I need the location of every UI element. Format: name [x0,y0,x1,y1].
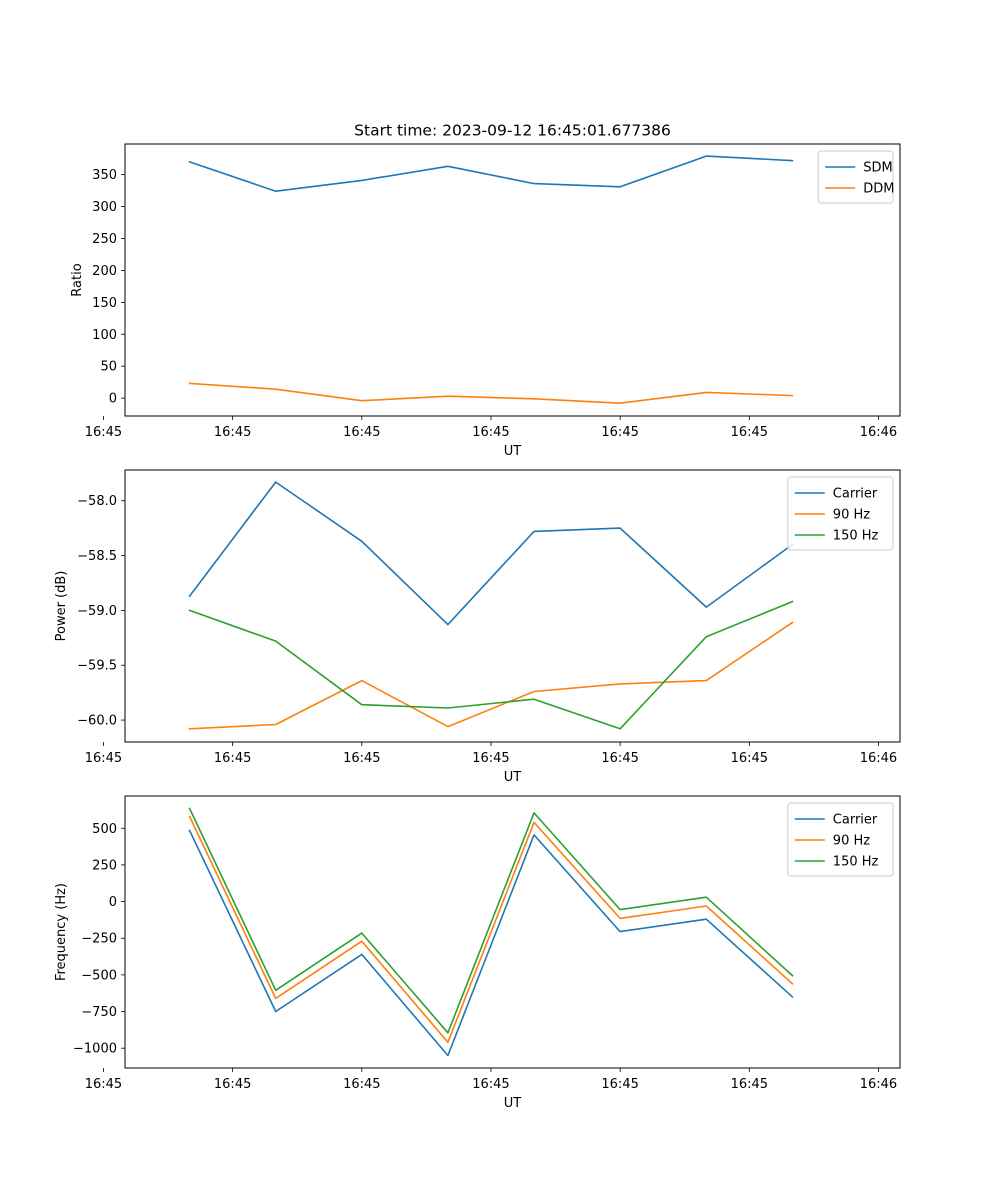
legend-label-90-hz: 90 Hz [833,508,870,523]
series-line-sdm [188,155,794,192]
y-axis-label: Power (dB) [54,571,69,642]
y-tick-label: −250 [81,932,117,947]
axes-frame [124,469,901,743]
legend-box [787,476,894,551]
legend-label-sdm: SDM [863,161,892,176]
y-tick-label: 0 [109,392,117,407]
series-line-carrier [188,481,794,626]
y-tick-label: −58.5 [77,549,117,564]
series-line-carrier [188,829,794,1057]
x-tick-label: 16:45 [731,751,768,766]
x-tick-label: 16:45 [85,425,122,440]
legend-label-ddm: DDM [863,182,894,197]
axes-frame [124,143,901,417]
y-tick-label: 150 [92,296,117,311]
y-tick-label: 250 [92,858,117,873]
y-tick-label: 50 [100,360,117,375]
y-tick-label: −1000 [73,1042,117,1057]
subplot-3: 16:45 16:45 16:45 16:45 16:45 16:45 16:46 −1000… [54,795,901,1111]
y-tick-label: 100 [92,328,117,343]
series-group [188,481,794,730]
y-tick-label: 250 [92,232,117,247]
y-axis-label: Frequency (Hz) [54,883,69,981]
legend-label-150-hz: 150 Hz [833,855,879,870]
x-tick-label: 16:46 [860,751,897,766]
y-tick-label: −60.0 [77,714,117,729]
series-group [188,807,794,1057]
legend: Carrier 90 Hz 150 Hz [787,802,894,877]
legend-box [817,150,894,204]
x-tick-label: 16:46 [860,1077,897,1092]
series-line-90-hz [188,621,794,730]
legend-label-carrier: Carrier [833,813,878,828]
x-tick-label: 16:45 [214,1077,251,1092]
legend-box [787,802,894,877]
x-tick-label: 16:45 [343,751,380,766]
y-tick-label: 350 [92,168,117,183]
x-tick-label: 16:45 [85,751,122,766]
series-line-150-hz [188,600,794,730]
y-tick-label: −59.5 [77,659,117,674]
x-tick-label: 16:45 [472,751,509,766]
legend: SDM DDM [817,150,894,204]
subplot-1: 16:45 16:45 16:45 16:45 16:45 16:45 16:46 0 50 10… [70,143,901,459]
x-axis-label: UT [504,1096,522,1111]
x-tick-label: 16:46 [860,425,897,440]
x-tick-label: 16:45 [601,425,638,440]
x-tick-label: 16:45 [601,751,638,766]
legend: Carrier 90 Hz 150 Hz [787,476,894,551]
x-tick-label: 16:45 [214,751,251,766]
subplots: 16:45 16:45 16:45 16:45 16:45 16:45 16:46 0 50 10… [54,143,901,1111]
x-tick-label: 16:45 [214,425,251,440]
y-tick-label: 500 [92,822,117,837]
y-tick-label: −59.0 [77,604,117,619]
series-line-150-hz [188,807,794,1034]
x-axis-label: UT [504,770,522,785]
y-tick-label: −500 [81,968,117,983]
x-tick-label: 16:45 [731,1077,768,1092]
legend-label-150-hz: 150 Hz [833,529,879,544]
y-tick-label: 200 [92,264,117,279]
y-axis-label: Ratio [70,263,85,296]
legend-label-carrier: Carrier [833,487,878,502]
x-tick-label: 16:45 [85,1077,122,1092]
y-tick-label: 300 [92,200,117,215]
y-tick-label: −58.0 [77,494,117,509]
x-tick-label: 16:45 [472,1077,509,1092]
x-tick-label: 16:45 [343,1077,380,1092]
x-tick-label: 16:45 [731,425,768,440]
y-tick-label: 0 [109,895,117,910]
axes-frame [124,795,901,1069]
series-line-90-hz [188,815,794,1044]
x-tick-label: 16:45 [472,425,509,440]
y-tick-label: −750 [81,1005,117,1020]
x-tick-label: 16:45 [343,425,380,440]
series-line-ddm [188,382,794,405]
legend-label-90-hz: 90 Hz [833,834,870,849]
subplot-2: 16:45 16:45 16:45 16:45 16:45 16:45 16:46 −60.0… [54,469,901,785]
x-tick-label: 16:45 [601,1077,638,1092]
series-group [188,155,794,405]
x-axis-label: UT [504,444,522,459]
figure-title: Start time: 2023-09-12 16:45:01.677386 [354,122,671,140]
